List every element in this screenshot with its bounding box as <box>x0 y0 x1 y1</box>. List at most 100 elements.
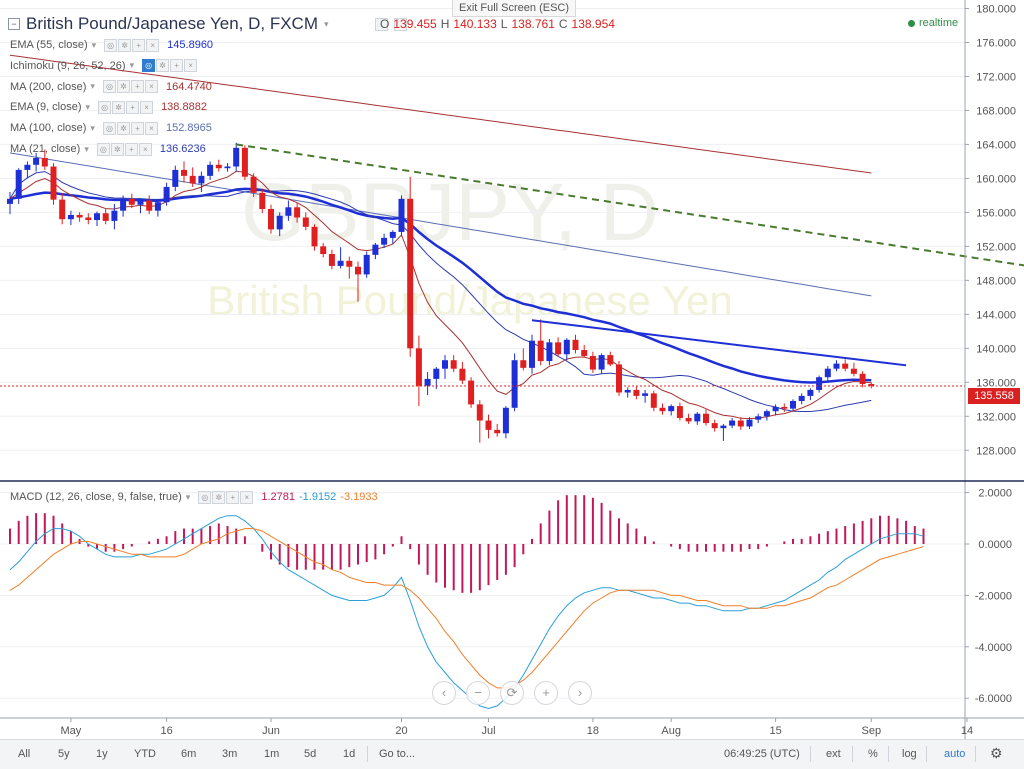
candle <box>520 348 527 371</box>
indicator-visibility-icon[interactable]: ◎ <box>104 38 118 52</box>
ohlc-o-value: 139.455 <box>393 17 437 31</box>
indicator-name: EMA (9, close) <box>10 101 82 114</box>
indicator-settings-icon[interactable]: ✲ <box>112 100 126 114</box>
candle-body <box>572 339 579 351</box>
range-6m-button[interactable]: 6m <box>181 748 197 760</box>
indicator-legend[interactable]: MA (21, close) ▾ ◎ ✲ + × 136.6236 <box>10 141 206 157</box>
indicator-name: MA (200, close) <box>10 80 87 93</box>
indicator-settings-icon[interactable]: ✲ <box>156 59 170 73</box>
candle-body <box>102 213 109 221</box>
indicator-add-icon[interactable]: + <box>170 59 184 73</box>
indicator-legend[interactable]: Ichimoku (9, 26, 52, 26) ▾ ◎ ✲ + × <box>10 58 205 74</box>
ma200-line <box>9 54 872 174</box>
range-5d-button[interactable]: 5d <box>304 748 317 760</box>
indicator-dropdown-icon[interactable]: ▾ <box>129 60 135 71</box>
range-1m-button[interactable]: 1m <box>264 748 280 760</box>
candle <box>511 353 518 412</box>
indicator-legend[interactable]: MA (200, close) ▾ ◎ ✲ + × 164.4740 <box>10 79 212 95</box>
indicator-visibility-icon[interactable]: ◎ <box>98 100 112 114</box>
macd-dropdown-icon[interactable]: ▾ <box>185 491 191 502</box>
chart-canvas[interactable]: GBPJPY, D British Pound/Japanese Yen 180… <box>0 0 1024 739</box>
indicator-remove-icon[interactable]: × <box>140 100 154 114</box>
candle <box>572 334 579 354</box>
macd-add-icon[interactable]: + <box>226 490 240 504</box>
auto-toggle[interactable]: auto <box>944 748 966 760</box>
indicator-add-icon[interactable]: + <box>124 142 138 156</box>
candle-body <box>337 260 344 266</box>
candle <box>59 192 66 225</box>
scroll-right-icon[interactable]: › <box>568 681 592 705</box>
ext-toggle[interactable]: ext <box>826 748 841 760</box>
range-1d-button[interactable]: 1d <box>343 748 356 760</box>
y-tick-label: 136.000 <box>976 377 1016 389</box>
indicator-dropdown-icon[interactable]: ▾ <box>91 39 97 50</box>
indicator-remove-icon[interactable]: × <box>138 142 152 156</box>
percent-toggle[interactable]: % <box>868 748 878 760</box>
visibility-icon[interactable] <box>374 17 388 31</box>
indicator-legend[interactable]: MA (100, close) ▾ ◎ ✲ + × 152.8965 <box>10 120 212 136</box>
range-ytd-button[interactable]: YTD <box>134 748 156 760</box>
candle <box>859 371 866 388</box>
indicator-visibility-icon[interactable]: ◎ <box>142 59 156 73</box>
indicator-dropdown-icon[interactable]: ▾ <box>90 81 95 92</box>
macd-visibility-icon[interactable]: ◎ <box>198 490 212 504</box>
indicator-add-icon[interactable]: + <box>130 121 144 135</box>
candle <box>415 335 422 407</box>
indicator-visibility-icon[interactable]: ◎ <box>102 121 116 135</box>
title-dropdown-icon[interactable]: ▾ <box>324 18 329 29</box>
indicator-remove-icon[interactable]: × <box>146 38 160 52</box>
macd-settings-icon[interactable]: ✲ <box>212 490 226 504</box>
macd-legend[interactable]: MACD (12, 26, close, 9, false, true) ▾ ◎… <box>10 489 378 505</box>
candle <box>833 360 840 372</box>
range-3m-button[interactable]: 3m <box>222 748 238 760</box>
candle <box>850 362 857 377</box>
goto-button[interactable]: Go to... <box>379 748 416 760</box>
zoom-in-icon[interactable]: + <box>534 681 558 705</box>
zoom-out-icon[interactable]: − <box>466 681 490 705</box>
indicator-settings-icon[interactable]: ✲ <box>118 38 132 52</box>
collapse-icon[interactable]: − <box>8 18 20 30</box>
candle-body <box>189 175 196 184</box>
indicator-dropdown-icon[interactable]: ▾ <box>90 122 95 133</box>
indicator-dropdown-icon[interactable]: ▾ <box>84 143 89 154</box>
x-tick-label: Jul <box>481 725 495 737</box>
indicator-remove-icon[interactable]: × <box>184 59 198 73</box>
candle-body <box>41 158 48 167</box>
indicator-visibility-icon[interactable]: ◎ <box>102 80 116 94</box>
candle-body <box>224 166 231 169</box>
indicator-settings-icon[interactable]: ✲ <box>110 142 124 156</box>
settings-icon[interactable] <box>393 17 407 31</box>
candle-body <box>76 214 83 218</box>
candle-body <box>398 198 405 232</box>
macd-remove-icon[interactable]: × <box>240 490 254 504</box>
indicator-settings-icon[interactable]: ✲ <box>116 80 130 94</box>
price-plot[interactable] <box>0 7 1024 451</box>
indicator-legend[interactable]: EMA (55, close) ▾ ◎ ✲ + × 145.8960 <box>10 37 213 53</box>
candle-body <box>659 407 666 412</box>
indicator-add-icon[interactable]: + <box>132 38 146 52</box>
indicator-legend[interactable]: EMA (9, close) ▾ ◎ ✲ + × 138.8882 <box>10 99 207 115</box>
range-5y-button[interactable]: 5y <box>58 748 70 760</box>
log-toggle[interactable]: log <box>902 748 917 760</box>
candle-body <box>694 413 701 422</box>
settings-gear-icon[interactable]: ⚙ <box>990 745 1003 761</box>
scroll-left-icon[interactable]: ‹ <box>432 681 456 705</box>
candle <box>94 211 100 226</box>
indicator-add-icon[interactable]: + <box>130 80 144 94</box>
reset-icon[interactable]: ⟳ <box>500 681 524 705</box>
indicator-settings-icon[interactable]: ✲ <box>116 121 130 135</box>
indicator-visibility-icon[interactable]: ◎ <box>96 142 110 156</box>
candle <box>128 193 135 209</box>
indicator-remove-icon[interactable]: × <box>144 80 158 94</box>
candle-body <box>798 395 805 401</box>
macd-plot[interactable] <box>0 492 965 710</box>
toolbar-separator <box>810 746 811 762</box>
exit-fullscreen-button[interactable]: Exit Full Screen (ESC) <box>452 0 577 17</box>
indicator-remove-icon[interactable]: × <box>144 121 158 135</box>
candle <box>468 377 475 408</box>
indicator-add-icon[interactable]: + <box>126 100 140 114</box>
range-1y-button[interactable]: 1y <box>96 748 108 760</box>
range-all-button[interactable]: All <box>18 748 31 760</box>
x-tick-label: 15 <box>769 725 781 737</box>
indicator-dropdown-icon[interactable]: ▾ <box>85 101 91 112</box>
